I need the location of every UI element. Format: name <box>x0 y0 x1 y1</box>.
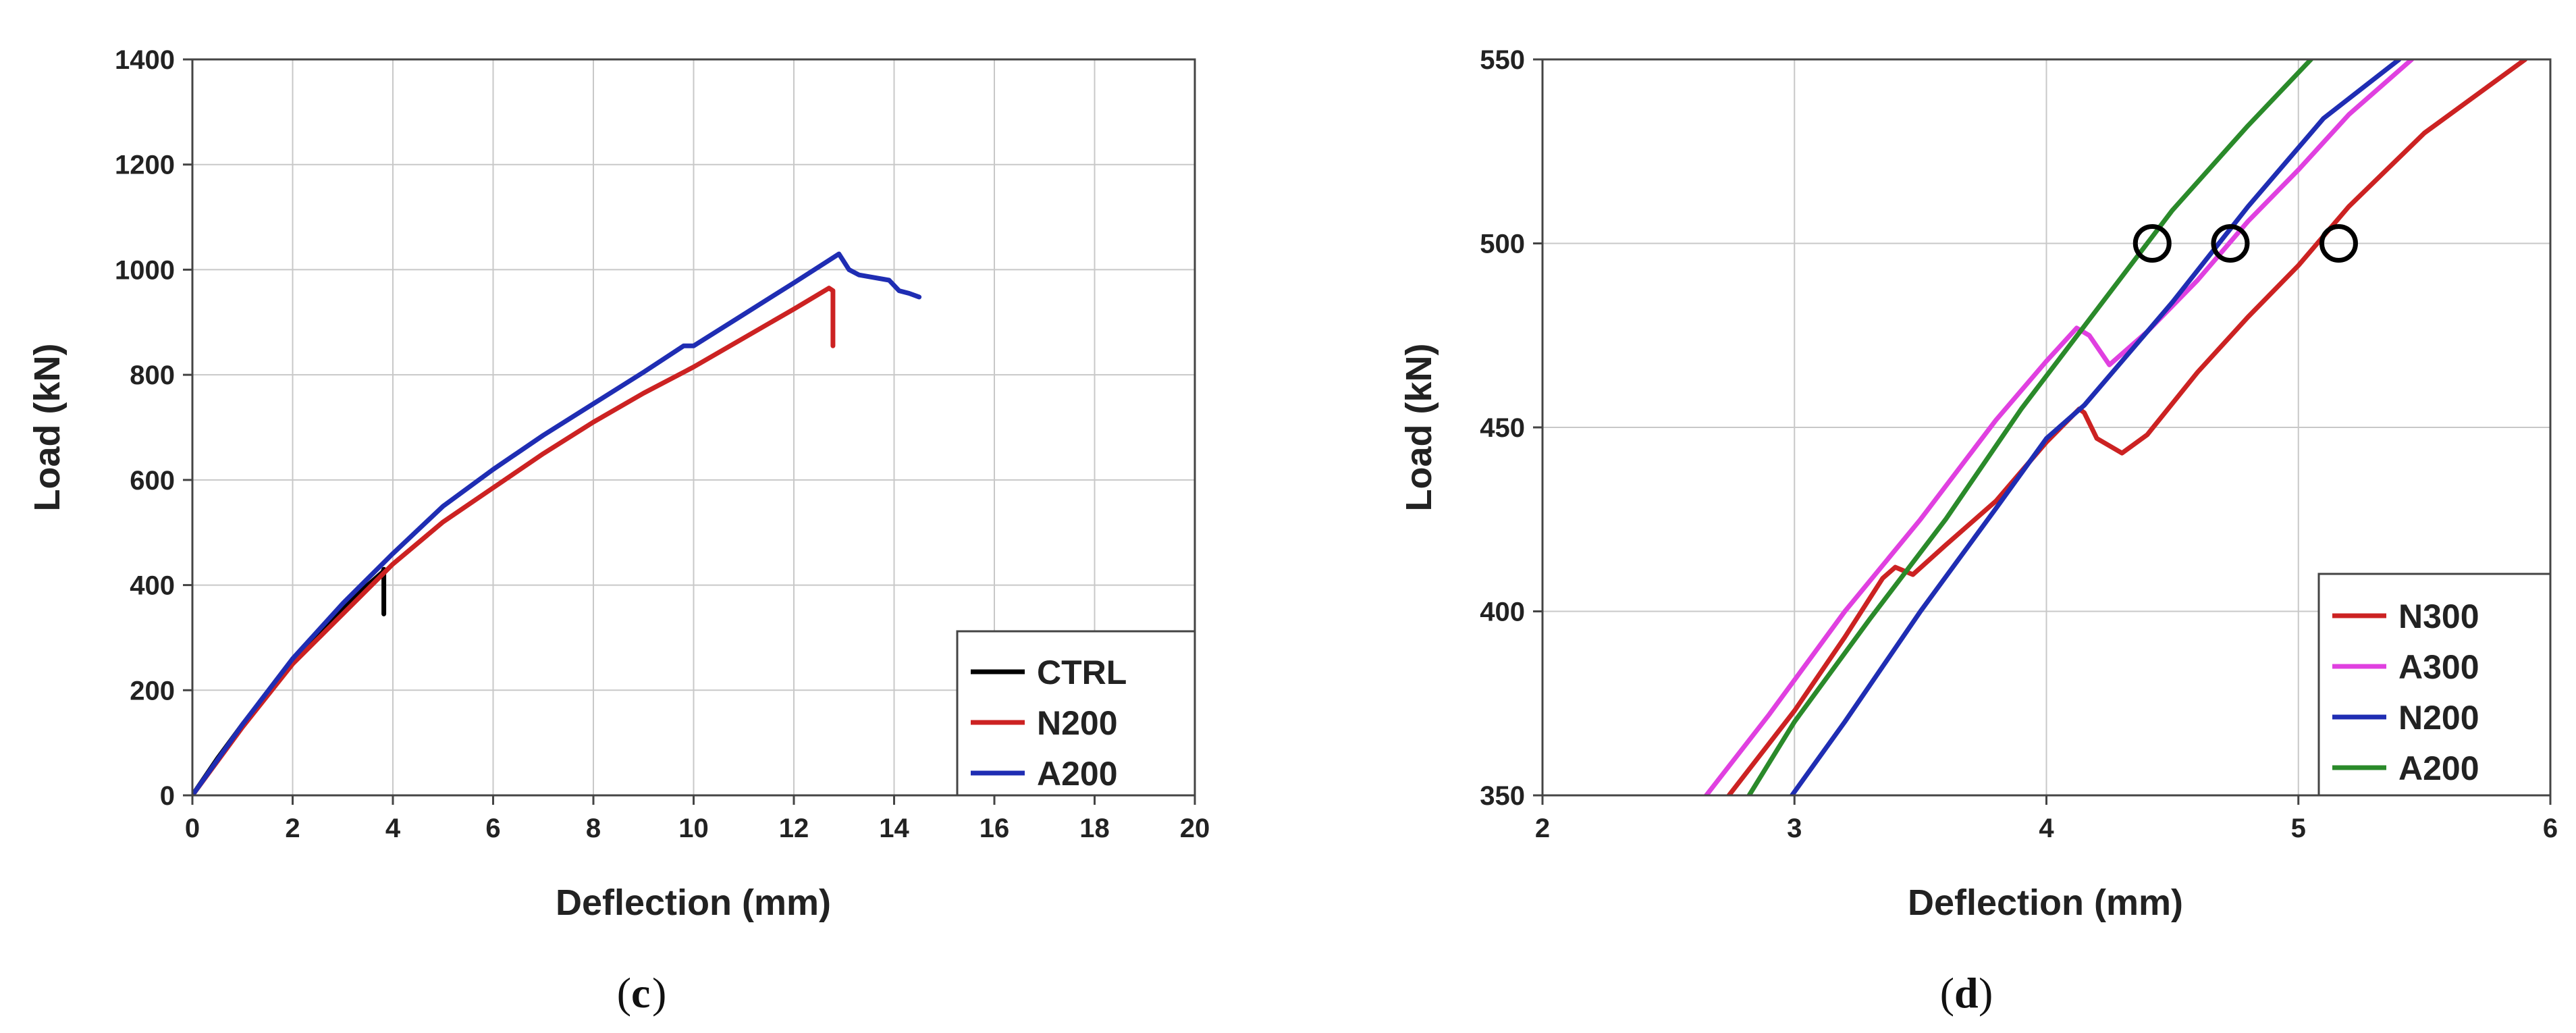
chart-c-y-ticks: 0 200 400 600 800 1000 1200 1400 <box>115 45 192 811</box>
chart-d-x-tick-label: 2 <box>1535 814 1550 843</box>
panel-label-d: ( <box>1940 969 1954 1017</box>
chart-c-legend-label-n200: N200 <box>1037 704 1118 742</box>
chart-d-series-a200 <box>1746 59 2313 795</box>
chart-c-legend: CTRL N200 A200 <box>956 630 1196 797</box>
chart-c-ylabel: Load (kN) <box>27 344 68 512</box>
chart-c-series-n200 <box>192 286 836 795</box>
chart-d-legend: N300 A300 N200 A200 <box>2317 573 2552 797</box>
chart-d-y-tick-label: 550 <box>1480 45 1525 75</box>
chart-c-x-tick-label: 12 <box>779 814 809 843</box>
chart-d-x-tick-label: 3 <box>1787 814 1802 843</box>
chart-c-x-tick-label: 6 <box>485 814 500 843</box>
chart-d-x-ticks: 2 3 4 5 6 <box>1535 795 2558 843</box>
chart-c-x-tick-label: 14 <box>879 814 909 843</box>
chart-d-series-n200 <box>1790 59 2402 795</box>
chart-d: 2 3 4 5 6 350 400 450 500 550 Deflection (mm) Lo… <box>1399 45 2558 1017</box>
chart-d-series-a300 <box>1704 59 2415 795</box>
panel-label-c-close: ) <box>652 969 666 1017</box>
chart-c-legend-label-ctrl: CTRL <box>1037 654 1127 691</box>
chart-c-y-tick-label: 1200 <box>115 151 175 180</box>
chart-c-x-tick-label: 16 <box>980 814 1010 843</box>
chart-c-y-tick-label: 1400 <box>115 45 175 75</box>
chart-d-y-ticks: 350 400 450 500 550 <box>1480 45 1542 811</box>
panel-label-c: ( <box>617 969 631 1017</box>
chart-d-series-lines <box>1704 59 2528 795</box>
chart-d-y-tick-label: 500 <box>1480 230 1525 259</box>
chart-d-circle-marker <box>2132 224 2172 263</box>
chart-d-xlabel: Deflection (mm) <box>1908 882 2183 923</box>
chart-c-y-tick-label: 0 <box>160 781 175 811</box>
chart-c-x-tick-label: 10 <box>678 814 709 843</box>
chart-c-x-tick-label: 2 <box>285 814 300 843</box>
chart-d-legend-label-a300: A300 <box>2398 648 2479 686</box>
chart-d-legend-label-n200: N200 <box>2398 699 2479 737</box>
chart-c-x-ticks: 0 2 4 6 8 10 12 14 16 18 20 <box>185 795 1210 843</box>
chart-c-xlabel: Deflection (mm) <box>556 882 831 923</box>
chart-d-series-n300 <box>1726 59 2528 795</box>
chart-d-y-tick-label: 400 <box>1480 598 1525 627</box>
chart-d-y-tick-label: 450 <box>1480 413 1525 443</box>
chart-d-x-tick-label: 4 <box>2039 814 2054 843</box>
chart-d-ylabel: Load (kN) <box>1399 344 1439 512</box>
chart-c-legend-box <box>956 630 1196 797</box>
chart-c-y-tick-label: 1000 <box>115 255 175 285</box>
chart-d-circle-marker <box>2319 224 2358 263</box>
chart-c-x-tick-label: 8 <box>586 814 601 843</box>
panel-label-d-close: ) <box>1979 969 1993 1017</box>
chart-c-x-tick-label: 18 <box>1079 814 1110 843</box>
chart-d-legend-box <box>2317 573 2552 797</box>
chart-c-y-tick-label: 600 <box>130 466 175 496</box>
chart-c-x-tick-label: 0 <box>185 814 200 843</box>
chart-d-y-tick-label: 350 <box>1480 781 1525 811</box>
chart-d-circle-marker <box>2211 224 2250 263</box>
chart-d-x-tick-label: 6 <box>2543 814 2558 843</box>
chart-c-y-tick-label: 200 <box>130 676 175 706</box>
chart-c-y-tick-label: 800 <box>130 361 175 390</box>
chart-c-series-lines <box>192 251 922 795</box>
chart-d-legend-label-a200: A200 <box>2398 749 2479 787</box>
chart-c-x-tick-label: 4 <box>385 814 401 843</box>
chart-c-series-a200 <box>192 251 922 795</box>
panel-label-d-letter: d <box>1954 969 1979 1017</box>
panel-label-c-letter: c <box>631 969 650 1017</box>
chart-c-x-tick-label: 20 <box>1180 814 1210 843</box>
chart-c: 0 2 4 6 8 10 12 14 16 18 20 0 200 400 600 800 1000 1200 1… <box>27 45 1210 1017</box>
chart-c-y-tick-label: 400 <box>130 571 175 601</box>
chart-d-x-tick-label: 5 <box>2291 814 2306 843</box>
chart-d-legend-label-n300: N300 <box>2398 598 2479 635</box>
chart-c-legend-label-a200: A200 <box>1037 755 1118 793</box>
chart-d-markers <box>2132 224 2358 263</box>
